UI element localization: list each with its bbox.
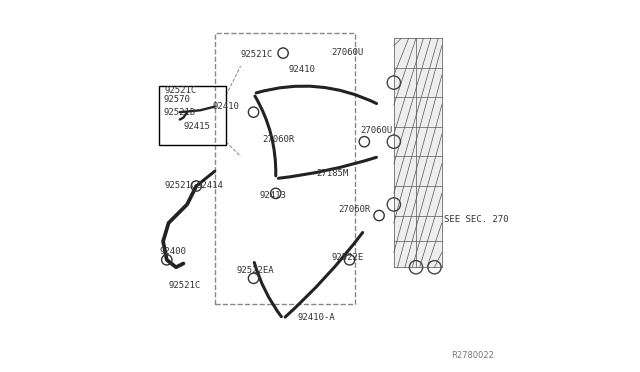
Text: SEE SEC. 270: SEE SEC. 270 — [444, 215, 508, 224]
Text: 92410: 92410 — [213, 102, 240, 111]
Text: 92413: 92413 — [259, 191, 286, 200]
Text: 92522E: 92522E — [331, 253, 364, 263]
Text: 27060U: 27060U — [331, 48, 364, 57]
Text: 27060R: 27060R — [263, 135, 295, 144]
Text: 92521C: 92521C — [165, 182, 197, 190]
Text: 27185M: 27185M — [316, 169, 349, 177]
Text: 92410-A: 92410-A — [298, 312, 335, 321]
Text: 27060U: 27060U — [360, 126, 393, 135]
Text: 92400: 92400 — [159, 247, 186, 256]
Text: 92521C: 92521C — [165, 86, 197, 94]
Text: 92521C: 92521C — [168, 281, 201, 290]
Text: 92522EA: 92522EA — [237, 266, 275, 275]
Text: 92570: 92570 — [163, 95, 190, 104]
Text: 27060R: 27060R — [339, 205, 371, 215]
Text: 92414: 92414 — [196, 181, 223, 190]
Bar — [159, 86, 226, 145]
Text: 92521C: 92521C — [241, 51, 273, 60]
Text: 92410: 92410 — [289, 65, 316, 74]
Text: 92521D: 92521D — [163, 108, 195, 117]
Text: 92415: 92415 — [184, 122, 211, 131]
Bar — [215, 33, 355, 304]
Text: R2780022: R2780022 — [451, 350, 493, 359]
